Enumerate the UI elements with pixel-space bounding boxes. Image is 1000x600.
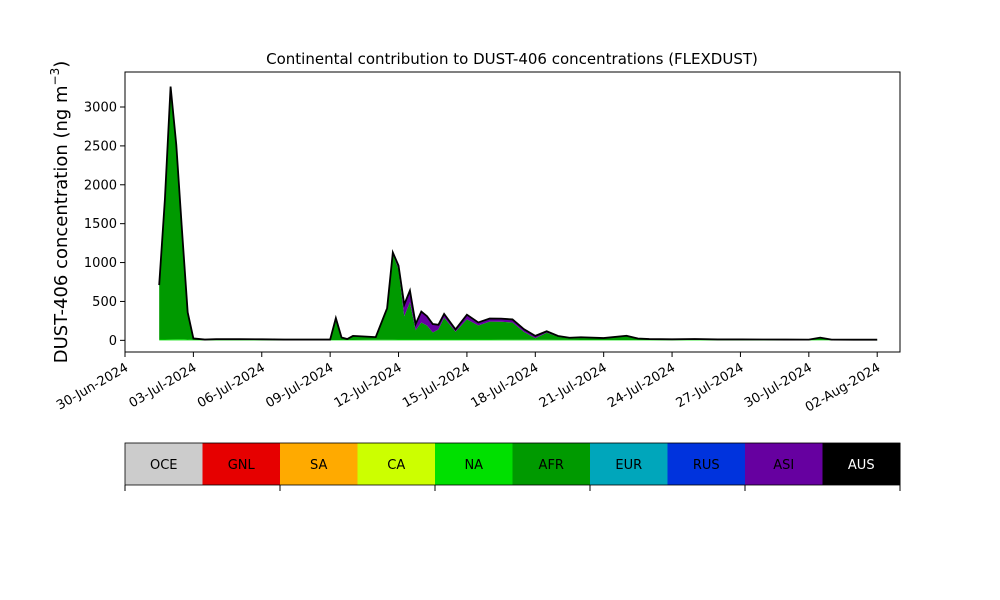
legend-label-gnl: GNL <box>228 458 256 473</box>
series-area-asi <box>159 86 878 340</box>
legend-swatch-asi <box>745 443 823 485</box>
series-area-na <box>159 339 878 341</box>
legend-swatch-na <box>435 443 513 485</box>
plot-area: 0 500 1000 1500 2000 2500 3000 30-Jun-202403-J… <box>54 71 901 416</box>
y-axis-ticks: 0 500 1000 1500 2000 2500 3000 <box>84 101 125 349</box>
x-axis-ticks: 30-Jun-202403-Jul-202406-Jul-202409-Jul-… <box>54 352 883 416</box>
y-tick-label: 500 <box>92 295 117 310</box>
x-tick-label: 12-Jul-2024 <box>332 360 405 411</box>
legend-label-ca: CA <box>387 458 405 473</box>
x-tick-label: 30-Jun-2024 <box>54 360 131 413</box>
x-tick-label: 24-Jul-2024 <box>605 360 678 411</box>
legend-label-rus: RUS <box>693 458 720 473</box>
series-layer <box>158 86 878 341</box>
series-area-aus <box>159 86 878 340</box>
legend-label-na: NA <box>464 458 483 473</box>
x-tick-label: 09-Jul-2024 <box>263 360 336 411</box>
legend-label-sa: SA <box>310 458 327 473</box>
legend-frame <box>124 442 901 486</box>
legend-swatch-oce <box>125 443 203 485</box>
x-tick-label: 21-Jul-2024 <box>537 360 610 411</box>
legend-label-aus: AUS <box>848 458 875 473</box>
legend-label-eur: EUR <box>615 458 642 473</box>
y-tick-label: 2000 <box>84 178 117 193</box>
y-tick-label: 3000 <box>84 101 117 116</box>
total-outline-line <box>158 86 878 341</box>
x-tick-label: 03-Jul-2024 <box>127 360 200 411</box>
x-tick-label: 18-Jul-2024 <box>468 360 541 411</box>
legend-label-asi: ASI <box>773 458 794 473</box>
legend-label-oce: OCE <box>150 458 178 473</box>
series-area-afr <box>159 86 878 341</box>
legend-swatch-rus <box>667 443 746 485</box>
y-tick-label: 2500 <box>84 139 117 154</box>
x-tick-label: 27-Jul-2024 <box>674 360 747 411</box>
legend-swatch-ca <box>357 443 436 485</box>
x-tick-label: 06-Jul-2024 <box>195 360 268 411</box>
plot-frame <box>124 71 901 353</box>
legend-swatch-gnl <box>202 443 281 485</box>
y-tick-label: 1500 <box>84 217 117 232</box>
x-tick-label: 15-Jul-2024 <box>400 360 473 411</box>
y-tick-label: 0 <box>109 334 117 349</box>
legend-swatch-eur <box>590 443 668 485</box>
x-tick-label: 02-Aug-2024 <box>803 360 883 415</box>
legend-swatch-sa <box>280 443 358 485</box>
y-axis-label: DUST-406 concentration (ng m−3) <box>48 61 72 364</box>
legend-swatch-afr <box>512 443 591 485</box>
y-tick-label: 1000 <box>84 256 117 271</box>
legend-swatch-aus <box>822 443 901 485</box>
continent-legend-bar: OCE GNL SA CA NA AFR EUR RUS ASI AUS <box>124 442 901 491</box>
y-axis-label-superscript: −3 <box>48 68 62 86</box>
chart-title: Continental contribution to DUST-406 con… <box>266 50 758 68</box>
legend-label-afr: AFR <box>539 458 564 473</box>
